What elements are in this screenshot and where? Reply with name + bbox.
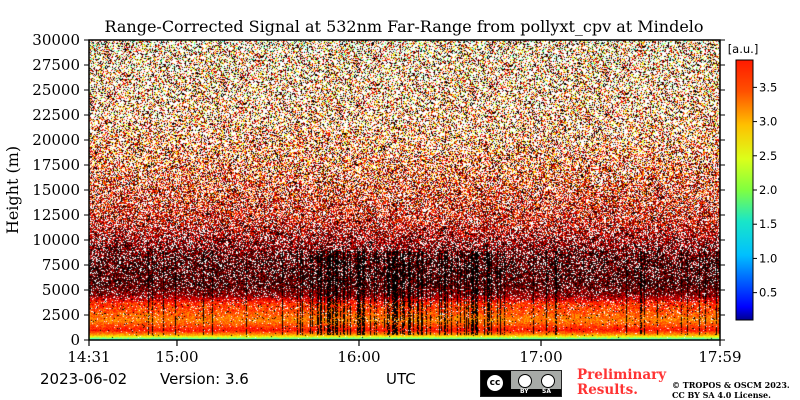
by-label: BY bbox=[520, 388, 529, 395]
by-attribution-icon bbox=[518, 374, 532, 388]
preliminary-line-2: Results. bbox=[577, 382, 638, 398]
colorbar-tick-label: 1.5 bbox=[759, 217, 777, 231]
y-tick-label: 2500 bbox=[42, 306, 80, 324]
preliminary-line-1: Preliminary bbox=[577, 367, 667, 383]
colorbar-tick-label: 2.5 bbox=[759, 149, 777, 163]
colorbar-tick-label: 2.0 bbox=[759, 183, 777, 197]
y-tick-label: 0 bbox=[70, 331, 80, 349]
y-tick-label: 5000 bbox=[42, 281, 80, 299]
chart-title: Range-Corrected Signal at 532nm Far-Rang… bbox=[104, 17, 703, 36]
y-tick-label: 27500 bbox=[32, 56, 80, 74]
copyright-note: © TROPOS & OSCM 2023. CC BY SA 4.0 Licen… bbox=[672, 380, 790, 400]
colorbar-tick-label: 3.0 bbox=[759, 115, 777, 129]
y-tick-label: 20000 bbox=[32, 131, 80, 149]
sa-label: SA bbox=[542, 388, 551, 395]
colorbar-ticks: 0.5 1.0 1.5 2.0 2.5 3.0 3.5 bbox=[753, 80, 777, 300]
cc-logo-block: cc bbox=[481, 371, 511, 396]
version-label: Version: 3.6 bbox=[160, 370, 249, 388]
share-alike-icon bbox=[541, 374, 555, 388]
y-tick-label: 10000 bbox=[32, 231, 80, 249]
colorbar-label: [a.u.] bbox=[728, 42, 759, 56]
y-tick-label: 7500 bbox=[42, 256, 80, 274]
x-axis-label: UTC bbox=[386, 370, 416, 388]
y-tick-marks bbox=[84, 39, 725, 341]
y-tick-label: 12500 bbox=[32, 206, 80, 224]
colorbar: 0.5 1.0 1.5 2.0 2.5 3.0 3.5 [a.u.] bbox=[728, 42, 777, 321]
colorbar-tick-label: 0.5 bbox=[759, 286, 777, 300]
colorbar-tick-label: 3.5 bbox=[759, 80, 777, 94]
y-axis: 0 2500 5000 7500 10000 12500 15000 17500 20000 22… bbox=[32, 31, 80, 349]
date-label: 2023-06-02 bbox=[40, 370, 128, 388]
y-tick-label: 22500 bbox=[32, 106, 80, 124]
x-tick-label: 17:59 bbox=[698, 348, 741, 366]
y-tick-label: 15000 bbox=[32, 181, 80, 199]
heatmap-raster bbox=[89, 40, 720, 340]
y-tick-label: 25000 bbox=[32, 81, 80, 99]
plot-area bbox=[84, 39, 725, 346]
copyright-line-2: CC BY SA 4.0 License. bbox=[672, 390, 771, 400]
license-strip: BY SA bbox=[511, 388, 561, 396]
cc-icon: cc bbox=[485, 373, 505, 393]
y-tick-label: 30000 bbox=[32, 31, 80, 49]
x-tick-label: 15:00 bbox=[155, 348, 198, 366]
y-tick-label: 17500 bbox=[32, 156, 80, 174]
x-tick-label: 16:00 bbox=[337, 348, 380, 366]
x-tick-label: 14:31 bbox=[67, 348, 110, 366]
copyright-line-1: © TROPOS & OSCM 2023. bbox=[672, 380, 790, 390]
preliminary-results-note: Preliminary Results. bbox=[577, 368, 666, 398]
heatmap bbox=[89, 40, 720, 340]
colorbar-tick-label: 1.0 bbox=[759, 251, 777, 265]
colorbar-gradient bbox=[735, 59, 754, 321]
x-tick-marks bbox=[88, 340, 721, 346]
cc-license-badge[interactable]: cc BY SA bbox=[480, 370, 562, 397]
x-axis: 14:31 15:00 16:00 17:00 17:59 bbox=[67, 348, 741, 366]
x-tick-label: 17:00 bbox=[519, 348, 562, 366]
y-axis-label: Height (m) bbox=[3, 146, 22, 234]
